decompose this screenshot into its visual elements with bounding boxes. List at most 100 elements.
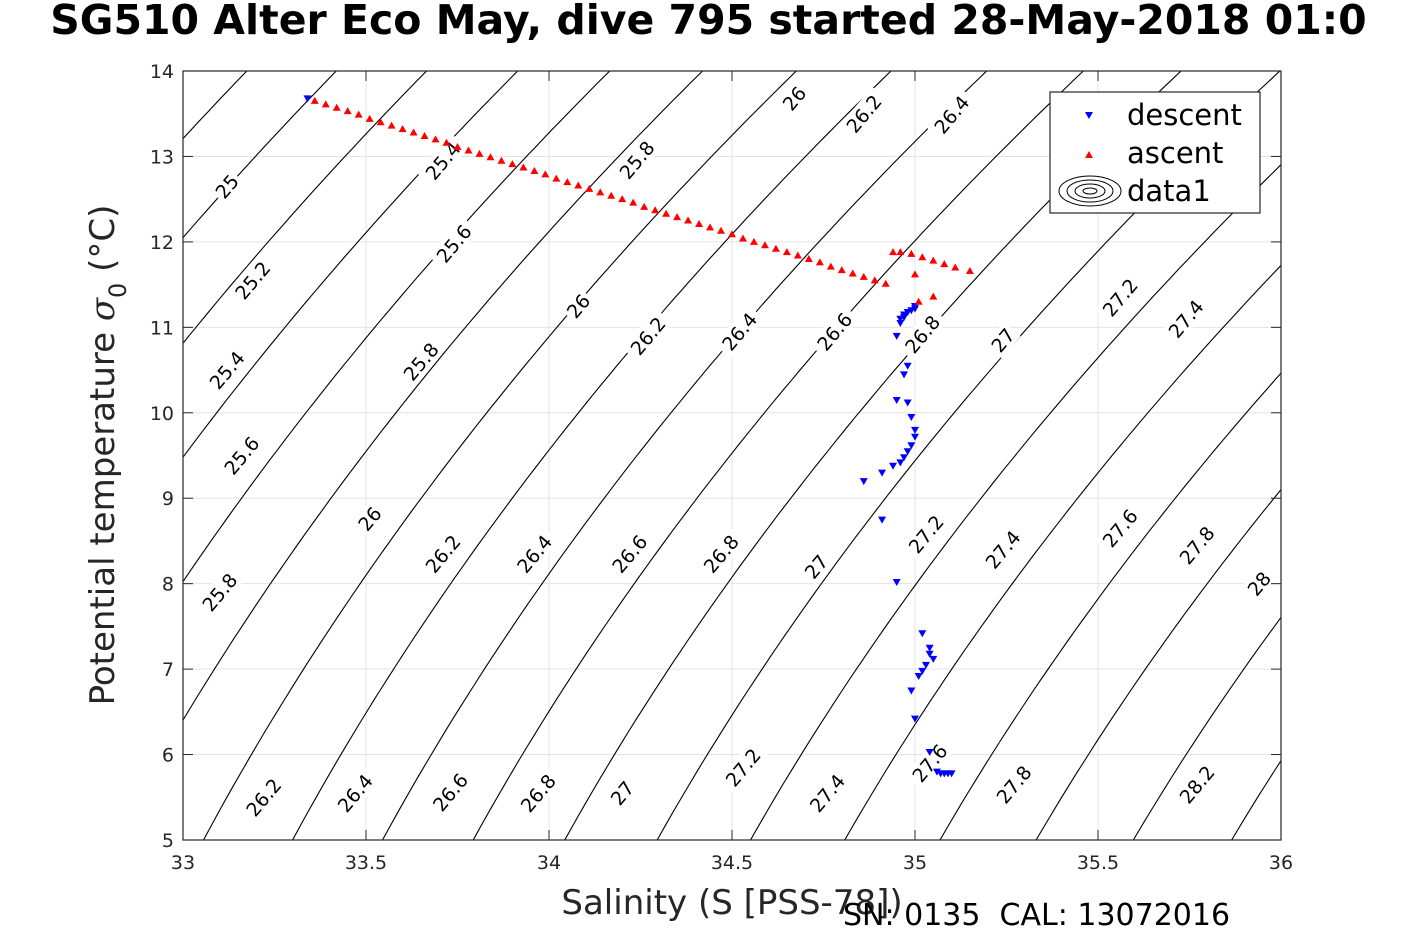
ascent-point	[815, 258, 824, 266]
descent-point	[892, 332, 901, 340]
ascent-point	[907, 249, 916, 257]
ascent-point	[387, 121, 396, 129]
ascent-point	[541, 170, 550, 178]
contour-label-bg	[926, 87, 977, 142]
contour-label-bg	[798, 548, 834, 585]
ascent-point	[629, 198, 638, 206]
contour-label-bg	[238, 770, 289, 825]
contour-label-bg	[194, 565, 245, 620]
ascent-point	[929, 256, 938, 264]
contour-label-bg	[809, 304, 860, 359]
series-ascent	[310, 96, 974, 305]
descent-point	[925, 748, 934, 756]
descent-point	[929, 655, 938, 663]
ascent-point	[585, 184, 594, 192]
descent-point	[859, 478, 868, 486]
contour-label-bg	[622, 308, 673, 363]
data-series	[303, 95, 974, 778]
contour-label-bg	[560, 287, 597, 325]
contour-line-1	[183, 71, 248, 140]
axis-ticks: 33 33.5 34 34.5 35 35.5 36 5 6 7 8 9 10 11 12 13 14	[150, 61, 1293, 874]
ascent-point	[706, 223, 715, 231]
ascent-point	[760, 241, 769, 249]
descent-point	[878, 516, 887, 524]
contour-label-bg	[1171, 518, 1222, 573]
contour-label-bg	[604, 774, 640, 812]
contour-line-5	[183, 71, 611, 583]
y-tick-label: 13	[150, 146, 174, 168]
contour-label-bg	[425, 765, 476, 820]
contour-label-bg	[395, 334, 447, 389]
contour-label-bg	[1241, 565, 1277, 602]
ascent-point	[343, 107, 352, 115]
contour-label-bg	[714, 304, 765, 359]
legend-descent-marker	[1085, 112, 1093, 119]
y-tick-label: 8	[162, 574, 174, 596]
contour-line-7	[202, 71, 798, 840]
contour-label-bg	[611, 132, 662, 187]
y-axis-label-subscript: 0	[104, 283, 132, 298]
contour-label-bg	[1094, 501, 1146, 556]
ascent-point	[640, 202, 649, 210]
x-tick-label: 33.5	[345, 852, 387, 874]
contour-line-14	[844, 264, 1281, 840]
y-tick-label: 5	[162, 830, 174, 852]
ascent-point	[497, 156, 506, 164]
y-tick-label: 14	[150, 61, 174, 83]
ascent-point	[596, 188, 605, 196]
contour-label-bg	[695, 526, 747, 581]
ascent-point	[914, 297, 923, 305]
ascent-point	[662, 209, 671, 217]
legend-descent-label: descent	[1127, 98, 1242, 132]
contour-line-6	[183, 71, 704, 722]
ascent-point	[464, 146, 473, 154]
contour-line-2	[183, 71, 337, 239]
contour-label-bg	[985, 321, 1021, 359]
contour-line-15	[939, 372, 1281, 840]
ascent-point	[738, 234, 747, 242]
descent-point	[911, 715, 919, 723]
ascent-point	[475, 149, 484, 157]
series-descent	[303, 95, 956, 778]
y-axis-label-sigma: σ	[83, 297, 123, 321]
contour-line-18	[1231, 759, 1281, 840]
ascent-point	[929, 292, 938, 300]
contour-label-bg	[988, 757, 1039, 812]
chart-title-area: SG510 Alter Eco May, dive 795 started 28…	[0, 0, 1417, 60]
y-tick-label: 9	[162, 488, 174, 510]
contour-label-bg	[417, 526, 468, 581]
descent-point	[878, 469, 887, 477]
ascent-point	[365, 114, 374, 122]
ascent-point	[684, 216, 693, 224]
ascent-point	[552, 174, 561, 182]
x-tick-label: 34.5	[711, 852, 753, 874]
ascent-point	[951, 263, 960, 271]
ascent-point	[321, 100, 330, 108]
descent-point	[896, 459, 905, 467]
y-tick-label: 6	[162, 745, 174, 767]
descent-point	[918, 630, 927, 638]
descent-point	[907, 414, 916, 422]
ascent-point	[486, 153, 495, 161]
contour-label-bg	[329, 766, 381, 820]
chart-title: SG510 Alter Eco May, dive 795 started 28…	[50, 0, 1367, 44]
x-tick-label: 33	[171, 852, 195, 874]
contour-label-bg	[351, 500, 388, 537]
contour-label-bg	[900, 507, 952, 562]
ascent-point	[420, 131, 429, 139]
ascent-point	[651, 206, 660, 214]
contour-label-bg	[776, 80, 812, 117]
descent-point	[892, 396, 901, 404]
legend-ascent-label: ascent	[1127, 136, 1223, 170]
descent-point	[896, 320, 905, 328]
contour-label-bg	[227, 253, 278, 308]
ascent-point	[837, 266, 846, 274]
descent-point	[903, 362, 912, 370]
ascent-point	[940, 260, 949, 268]
ascent-point	[607, 191, 616, 199]
ascent-point	[530, 166, 539, 174]
legend-data1-label: data1	[1127, 174, 1211, 208]
serial-calibration-text: SN: 0135 CAL: 13072016	[843, 898, 1231, 933]
contour-label-bg	[512, 766, 564, 820]
contour-label-bg	[209, 168, 245, 205]
